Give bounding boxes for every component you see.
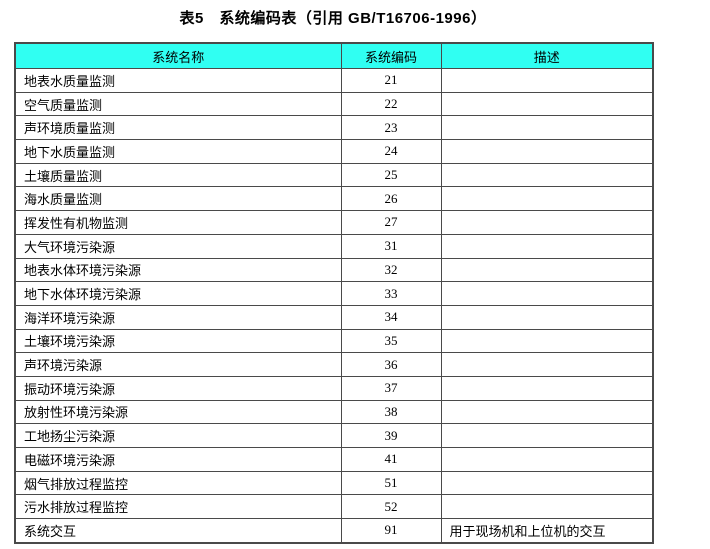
column-header-description: 描述	[440, 42, 654, 69]
cell-system-code: 23	[340, 115, 442, 141]
cell-system-code: 52	[340, 494, 442, 520]
cell-description	[440, 162, 654, 188]
cell-description	[440, 328, 654, 354]
cell-system-name: 电磁环境污染源	[14, 447, 342, 472]
table-row: 土壤环境污染源 35	[14, 328, 654, 354]
table-row: 放射性环境污染源 38	[14, 399, 654, 425]
cell-system-code: 32	[340, 257, 442, 283]
table-row: 海洋环境污染源 34	[14, 304, 654, 330]
cell-description	[440, 470, 654, 496]
cell-system-name: 放射性环境污染源	[14, 399, 342, 425]
cell-system-name: 空气质量监测	[14, 91, 342, 117]
cell-system-code: 25	[340, 162, 442, 188]
cell-description	[440, 423, 654, 448]
cell-system-name: 系统交互	[14, 518, 342, 544]
table-row: 地下水质量监测 24	[14, 139, 654, 164]
table-row: 声环境污染源 36	[14, 352, 654, 377]
header-row: 系统名称 系统编码 描述	[14, 42, 654, 69]
cell-system-name: 地表水质量监测	[14, 68, 342, 93]
table-row: 地表水质量监测 21	[14, 68, 654, 93]
cell-system-name: 海水质量监测	[14, 186, 342, 212]
cell-description	[440, 68, 654, 93]
table-row: 海水质量监测 26	[14, 186, 654, 212]
cell-description	[440, 91, 654, 117]
table-row: 地下水体环境污染源 33	[14, 281, 654, 306]
column-header-system-code: 系统编码	[340, 42, 442, 69]
cell-description	[440, 139, 654, 164]
table-body: 地表水质量监测 21 空气质量监测 22 声环境质量监测 23 地下水质量监测 24 土壤质量监…	[14, 68, 654, 544]
cell-system-name: 地下水质量监测	[14, 139, 342, 164]
table-row: 烟气排放过程监控 51	[14, 470, 654, 496]
cell-system-code: 41	[340, 447, 442, 472]
table-caption: 表5 系统编码表（引用 GB/T16706-1996）	[179, 10, 487, 27]
cell-description	[440, 375, 654, 401]
cell-description	[440, 399, 654, 425]
cell-system-code: 39	[340, 423, 442, 448]
cell-system-code: 21	[340, 68, 442, 93]
column-header-system-name: 系统名称	[14, 42, 342, 69]
cell-system-code: 31	[340, 233, 442, 259]
cell-system-name: 地下水体环境污染源	[14, 281, 342, 306]
cell-description	[440, 186, 654, 212]
cell-description	[440, 257, 654, 283]
cell-description	[440, 494, 654, 520]
cell-system-code: 35	[340, 328, 442, 354]
table-section: 表5 系统编码表（引用 GB/T16706-1996） 系统名称 系统编码 描述…	[14, 8, 654, 544]
table-row: 土壤质量监测 25	[14, 162, 654, 188]
cell-description	[440, 233, 654, 259]
table-row: 系统交互 91 用于现场机和上位机的交互	[14, 518, 654, 544]
cell-system-code: 33	[340, 281, 442, 306]
cell-system-code: 91	[340, 518, 442, 544]
cell-system-code: 22	[340, 91, 442, 117]
cell-system-code: 36	[340, 352, 442, 377]
table-row: 振动环境污染源 37	[14, 375, 654, 401]
table-row: 工地扬尘污染源 39	[14, 423, 654, 448]
table-row: 污水排放过程监控 52	[14, 494, 654, 520]
cell-system-name: 工地扬尘污染源	[14, 423, 342, 448]
cell-system-name: 土壤环境污染源	[14, 328, 342, 354]
cell-description: 用于现场机和上位机的交互	[440, 518, 654, 544]
table-row: 挥发性有机物监测 27	[14, 210, 654, 235]
table-row: 地表水体环境污染源 32	[14, 257, 654, 283]
system-code-table: 系统名称 系统编码 描述 地表水质量监测 21 空气质量监测 22 声环境质量监测 23 地…	[14, 42, 654, 544]
cell-system-name: 声环境污染源	[14, 352, 342, 377]
cell-system-code: 38	[340, 399, 442, 425]
cell-description	[440, 304, 654, 330]
cell-description	[440, 281, 654, 306]
table-row: 电磁环境污染源 41	[14, 447, 654, 472]
cell-system-code: 26	[340, 186, 442, 212]
cell-system-name: 烟气排放过程监控	[14, 470, 342, 496]
table-row: 大气环境污染源 31	[14, 233, 654, 259]
cell-description	[440, 210, 654, 235]
cell-description	[440, 115, 654, 141]
cell-system-name: 地表水体环境污染源	[14, 257, 342, 283]
cell-system-name: 土壤质量监测	[14, 162, 342, 188]
cell-system-name: 污水排放过程监控	[14, 494, 342, 520]
cell-system-name: 大气环境污染源	[14, 233, 342, 259]
cell-system-name: 振动环境污染源	[14, 375, 342, 401]
cell-system-code: 37	[340, 375, 442, 401]
cell-description	[440, 447, 654, 472]
cell-system-name: 声环境质量监测	[14, 115, 342, 141]
cell-system-name: 挥发性有机物监测	[14, 210, 342, 235]
cell-description	[440, 352, 654, 377]
cell-system-code: 34	[340, 304, 442, 330]
table-row: 空气质量监测 22	[14, 91, 654, 117]
cell-system-name: 海洋环境污染源	[14, 304, 342, 330]
cell-system-code: 24	[340, 139, 442, 164]
table-row: 声环境质量监测 23	[14, 115, 654, 141]
cell-system-code: 27	[340, 210, 442, 235]
cell-system-code: 51	[340, 470, 442, 496]
